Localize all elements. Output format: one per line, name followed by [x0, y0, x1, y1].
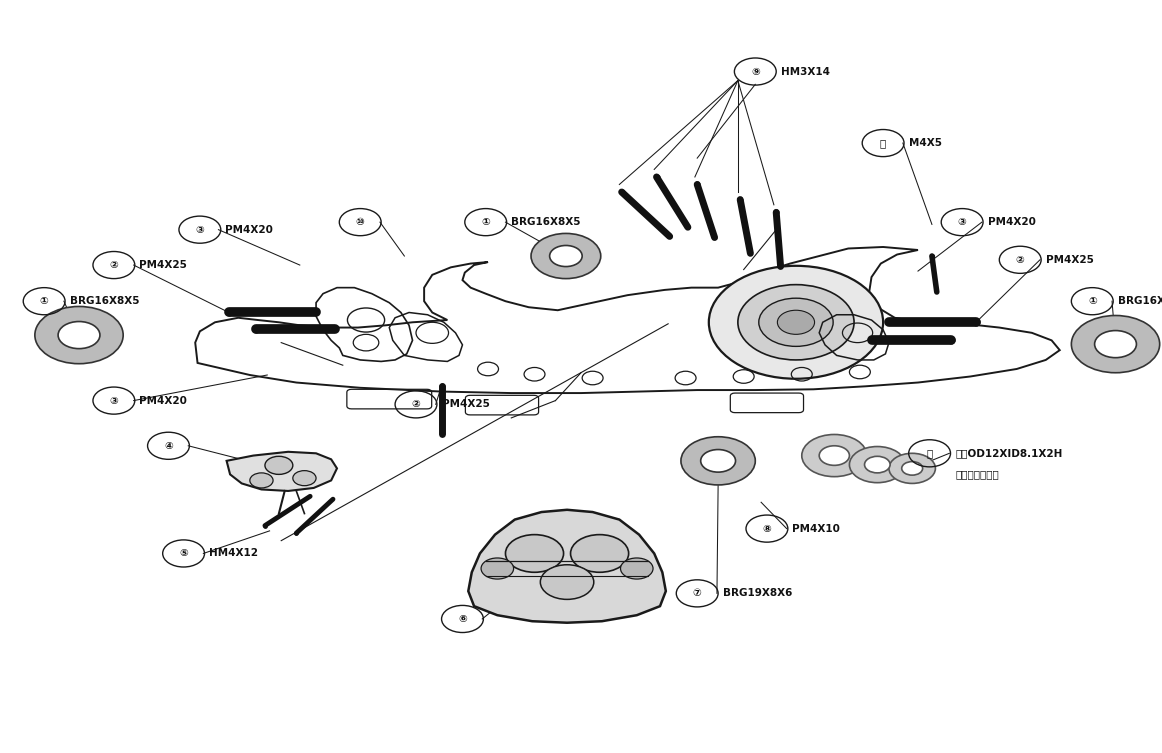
Text: ③: ③: [109, 395, 119, 406]
Circle shape: [621, 558, 653, 579]
Circle shape: [777, 310, 815, 334]
Text: PM4X25: PM4X25: [139, 260, 187, 270]
Text: ③: ③: [195, 224, 205, 235]
Text: ⑨: ⑨: [751, 66, 760, 77]
Circle shape: [35, 306, 123, 364]
Text: ⑦: ⑦: [693, 588, 702, 599]
Text: ⑧: ⑧: [762, 523, 772, 534]
Circle shape: [1095, 331, 1136, 358]
Circle shape: [265, 456, 293, 474]
Text: BRG16X8X5: BRG16X8X5: [1118, 296, 1162, 306]
Circle shape: [802, 434, 867, 477]
Circle shape: [571, 535, 629, 572]
Text: BRG19X8X6: BRG19X8X6: [723, 588, 792, 599]
Circle shape: [865, 456, 890, 473]
Circle shape: [759, 298, 833, 346]
Text: PM4X20: PM4X20: [225, 224, 273, 235]
Text: ⑪: ⑪: [880, 138, 887, 148]
Text: ⑤: ⑤: [179, 548, 188, 559]
Text: ⑫: ⑫: [926, 448, 933, 459]
Circle shape: [540, 565, 594, 599]
Circle shape: [819, 446, 849, 465]
Text: BRG16X8X5: BRG16X8X5: [70, 296, 139, 306]
Circle shape: [58, 322, 100, 349]
Text: （配出不装配）: （配出不装配）: [955, 469, 999, 480]
Text: ②: ②: [109, 260, 119, 270]
Text: BRG16X8X5: BRG16X8X5: [511, 217, 581, 227]
Text: HM4X12: HM4X12: [209, 548, 258, 559]
Polygon shape: [227, 452, 337, 491]
Text: PM4X20: PM4X20: [139, 395, 187, 406]
Text: PM4X20: PM4X20: [988, 217, 1035, 227]
Text: ②: ②: [1016, 255, 1025, 265]
Circle shape: [531, 233, 601, 279]
Text: ④: ④: [164, 441, 173, 451]
Circle shape: [293, 471, 316, 486]
Text: ②: ②: [411, 399, 421, 410]
Circle shape: [738, 285, 854, 360]
Text: ①: ①: [40, 296, 49, 306]
Text: M4X5: M4X5: [909, 138, 941, 148]
Text: PM4X25: PM4X25: [442, 399, 489, 410]
Circle shape: [701, 450, 736, 472]
Text: PM4X25: PM4X25: [1046, 255, 1093, 265]
Circle shape: [709, 266, 883, 379]
Circle shape: [849, 447, 905, 483]
Circle shape: [550, 245, 582, 267]
Text: ③: ③: [957, 217, 967, 227]
Text: ①: ①: [1088, 296, 1097, 306]
Text: PM4X10: PM4X10: [792, 523, 840, 534]
Circle shape: [481, 558, 514, 579]
Circle shape: [902, 462, 923, 475]
Circle shape: [505, 535, 564, 572]
Polygon shape: [468, 510, 666, 623]
Text: ⑩: ⑩: [356, 217, 365, 227]
Circle shape: [889, 453, 935, 483]
Text: 垫片OD12XID8.1X2H: 垫片OD12XID8.1X2H: [955, 448, 1062, 459]
Circle shape: [681, 437, 755, 485]
Circle shape: [1071, 316, 1160, 373]
Text: HM3X14: HM3X14: [781, 66, 830, 77]
Text: ①: ①: [481, 217, 490, 227]
Text: ⑥: ⑥: [458, 614, 467, 624]
Circle shape: [250, 473, 273, 488]
